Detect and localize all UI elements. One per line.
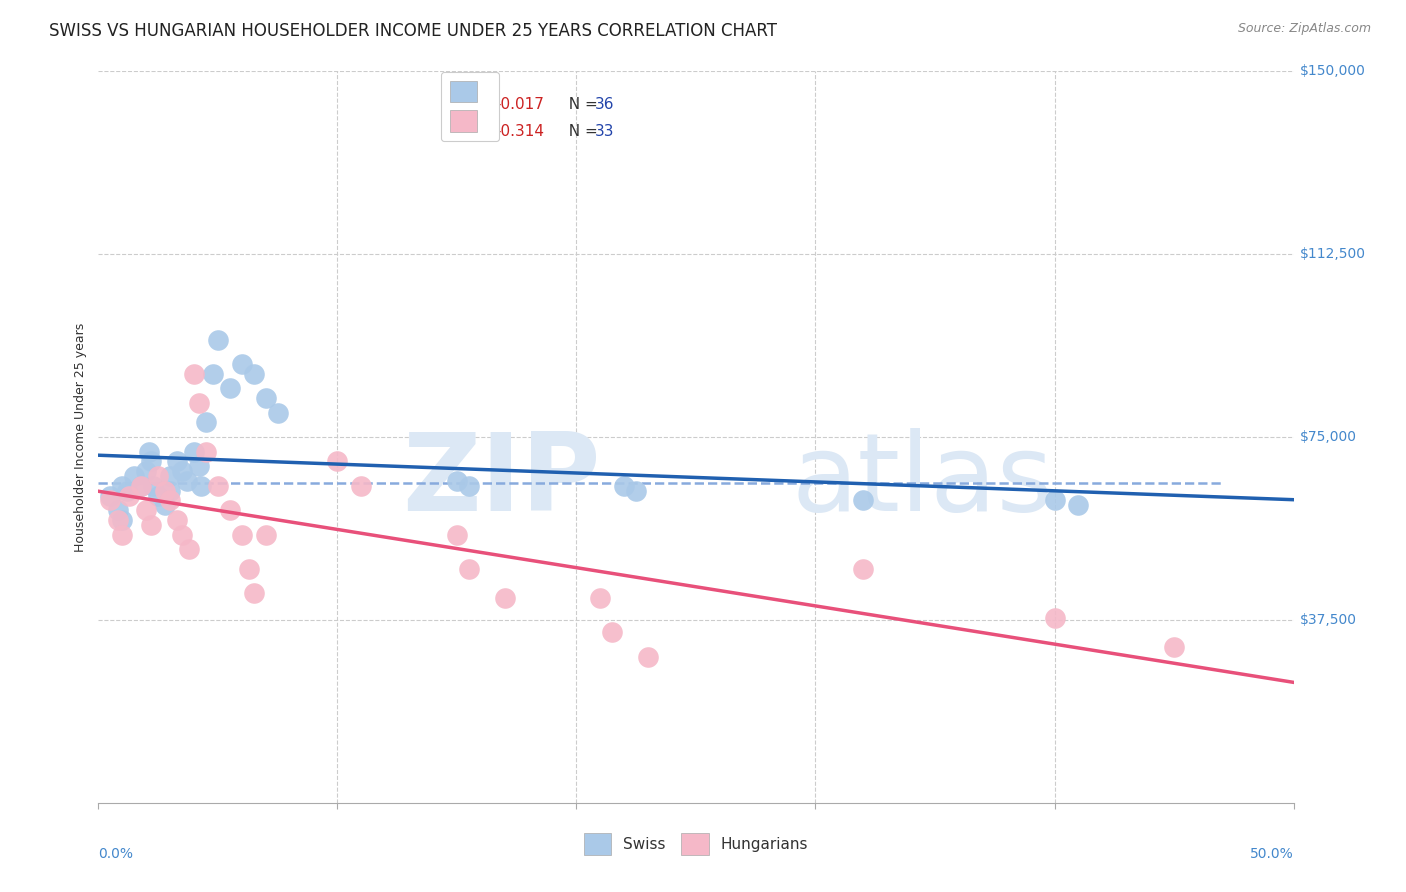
Point	[243, 367, 266, 381]
Point	[207, 333, 229, 347]
Point	[202, 367, 225, 381]
Point	[458, 479, 481, 493]
Text: $112,500: $112,500	[1299, 247, 1365, 261]
Point	[602, 625, 624, 640]
Point	[131, 479, 153, 493]
Point	[1163, 640, 1185, 654]
Text: R =: R =	[463, 96, 496, 112]
Point	[589, 591, 612, 605]
Point	[187, 396, 209, 410]
Point	[159, 469, 181, 483]
Point	[172, 464, 194, 478]
Point	[107, 513, 129, 527]
Point	[172, 527, 194, 541]
Point	[135, 503, 157, 517]
Text: 0.0%: 0.0%	[98, 847, 134, 861]
Point	[176, 474, 198, 488]
Point	[1043, 493, 1066, 508]
Point	[350, 479, 373, 493]
Point	[187, 459, 209, 474]
Point	[231, 357, 253, 371]
Point	[446, 474, 468, 488]
Point	[1043, 610, 1066, 624]
Point	[1067, 499, 1090, 513]
Point	[138, 444, 160, 458]
Point	[131, 479, 153, 493]
Point	[446, 527, 468, 541]
Point	[243, 586, 266, 600]
Text: N =: N =	[558, 124, 602, 139]
Point	[219, 381, 242, 395]
Point	[219, 503, 242, 517]
Text: SWISS VS HUNGARIAN HOUSEHOLDER INCOME UNDER 25 YEARS CORRELATION CHART: SWISS VS HUNGARIAN HOUSEHOLDER INCOME UN…	[49, 22, 778, 40]
Point	[155, 499, 177, 513]
Text: 50.0%: 50.0%	[1250, 847, 1294, 861]
Text: 36: 36	[595, 96, 614, 112]
Text: $150,000: $150,000	[1299, 64, 1365, 78]
Point	[148, 469, 170, 483]
Point	[326, 454, 349, 468]
Y-axis label: Householder Income Under 25 years: Householder Income Under 25 years	[75, 322, 87, 552]
Point	[124, 469, 146, 483]
Point	[183, 367, 205, 381]
Point	[98, 489, 122, 503]
Point	[107, 503, 129, 517]
Text: 33: 33	[595, 124, 614, 139]
Point	[111, 479, 134, 493]
Point	[166, 454, 188, 468]
Point	[254, 391, 277, 405]
Text: atlas: atlas	[792, 428, 1053, 534]
Point	[207, 479, 229, 493]
Point	[139, 454, 162, 468]
Point	[852, 493, 875, 508]
Point	[494, 591, 516, 605]
Point	[254, 527, 277, 541]
Point	[155, 483, 177, 498]
Text: $37,500: $37,500	[1299, 613, 1357, 627]
Text: ZIP: ZIP	[402, 428, 600, 534]
Text: -0.314: -0.314	[495, 124, 544, 139]
Point	[267, 406, 290, 420]
Point	[231, 527, 253, 541]
Point	[190, 479, 212, 493]
Text: -0.017: -0.017	[495, 96, 544, 112]
Text: N =: N =	[558, 96, 602, 112]
Text: Source: ZipAtlas.com: Source: ZipAtlas.com	[1237, 22, 1371, 36]
Point	[238, 562, 260, 576]
Legend: Swiss, Hungarians: Swiss, Hungarians	[578, 827, 814, 861]
Point	[179, 542, 201, 557]
Point	[135, 464, 157, 478]
Point	[142, 479, 165, 493]
Text: R =: R =	[463, 124, 496, 139]
Point	[139, 517, 162, 532]
Point	[115, 483, 138, 498]
Point	[852, 562, 875, 576]
Point	[626, 483, 648, 498]
Point	[195, 416, 218, 430]
Point	[458, 562, 481, 576]
Point	[159, 493, 181, 508]
Point	[148, 489, 170, 503]
Point	[111, 513, 134, 527]
Text: $75,000: $75,000	[1299, 430, 1357, 444]
Point	[166, 513, 188, 527]
Point	[118, 489, 141, 503]
Point	[637, 649, 659, 664]
Point	[183, 444, 205, 458]
Point	[195, 444, 218, 458]
Point	[98, 493, 122, 508]
Point	[111, 527, 134, 541]
Point	[159, 483, 181, 498]
Point	[613, 479, 636, 493]
